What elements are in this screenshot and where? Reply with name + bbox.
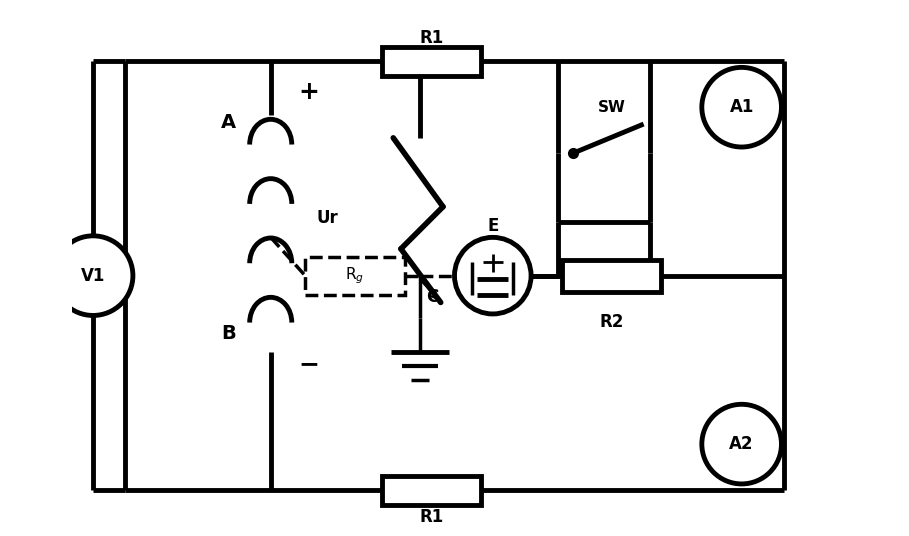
Circle shape — [454, 237, 531, 314]
Text: R1: R1 — [419, 29, 444, 47]
Text: A: A — [221, 113, 236, 132]
Circle shape — [54, 236, 133, 316]
Text: −: − — [298, 352, 320, 376]
Circle shape — [702, 404, 782, 484]
Text: E: E — [487, 217, 498, 235]
Bar — [562, 259, 661, 292]
Text: B: B — [221, 324, 236, 343]
Text: A2: A2 — [729, 435, 754, 453]
Text: R$_g$: R$_g$ — [345, 265, 365, 286]
Text: C: C — [426, 288, 438, 306]
Bar — [382, 475, 481, 504]
Text: SW: SW — [597, 100, 625, 115]
Text: A1: A1 — [729, 98, 754, 116]
Text: Ur: Ur — [316, 209, 338, 227]
Text: V1: V1 — [81, 266, 105, 285]
Text: R2: R2 — [599, 312, 624, 331]
Text: +: + — [298, 80, 319, 104]
Bar — [305, 257, 405, 295]
Bar — [382, 47, 481, 76]
Text: R1: R1 — [419, 508, 444, 526]
Circle shape — [702, 68, 782, 147]
